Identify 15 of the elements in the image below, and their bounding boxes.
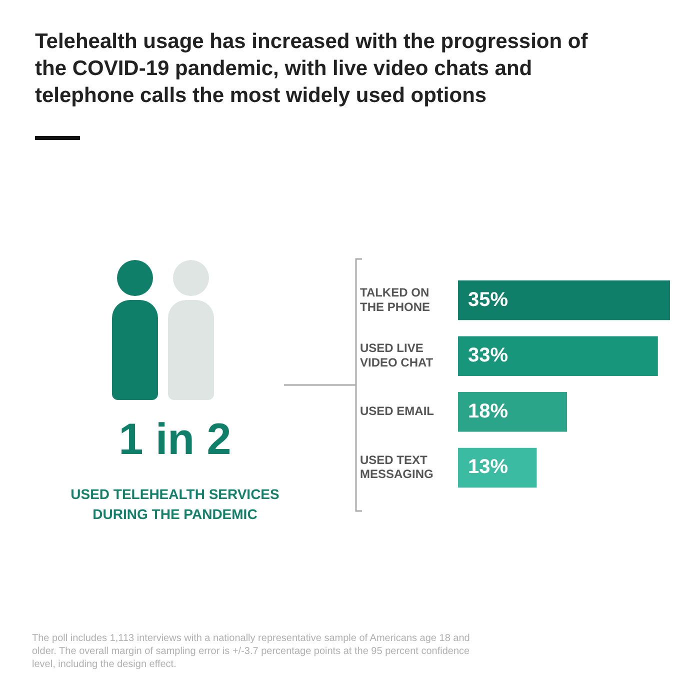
y-tick-label: USED LIVE VIDEO CHAT	[360, 341, 434, 370]
y-tick-label: TALKED ON THE PHONE	[360, 285, 430, 314]
text: The poll includes 1,113 interviews with a nationally representative sample of Americans age 18 and older. The overall margin of sampling error is +/-3.7 percentage points at the 95 percent confidence level, including the design effect.	[32, 632, 471, 671]
y-tick-label: USED TEXT MESSAGING	[360, 452, 434, 482]
bar	[458, 392, 568, 432]
data-label: 35%	[468, 288, 508, 311]
data-label: 18%	[468, 400, 508, 422]
chart-title: Telehealth usage has increased with the progression of the COVID-19 pandemic, with live video chats and telephone calls the most widely used options	[35, 29, 589, 109]
bar	[458, 336, 658, 376]
data-label: 33%	[468, 344, 508, 367]
text: USED TELEHEALTH SERVICES DURING THE PANDEMIC	[70, 485, 280, 524]
data-label: 13%	[468, 456, 508, 478]
text: 1 in 2	[118, 415, 232, 465]
bar	[458, 280, 670, 320]
y-tick-label: USED EMAIL	[360, 404, 434, 418]
